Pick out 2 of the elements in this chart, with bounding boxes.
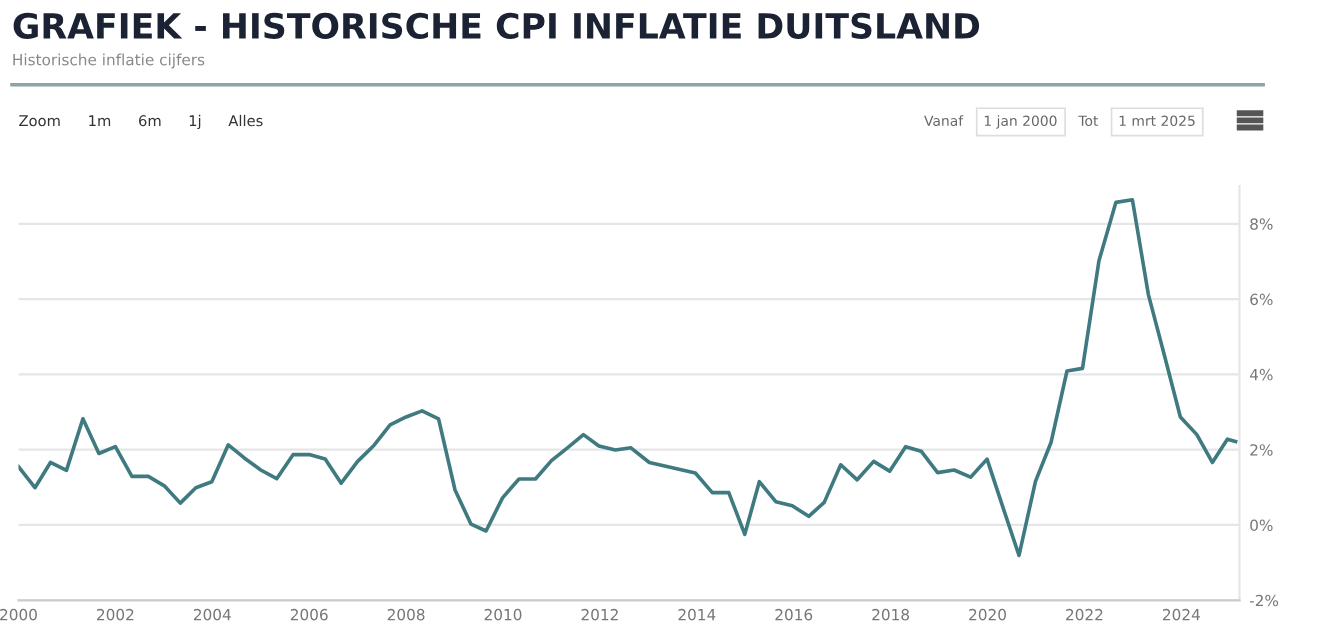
- line-series: [18, 197, 1238, 558]
- chart-title: GRAFIEK - HISTORISCHE CPI INFLATIE DUITSLAND: [13, 12, 980, 39]
